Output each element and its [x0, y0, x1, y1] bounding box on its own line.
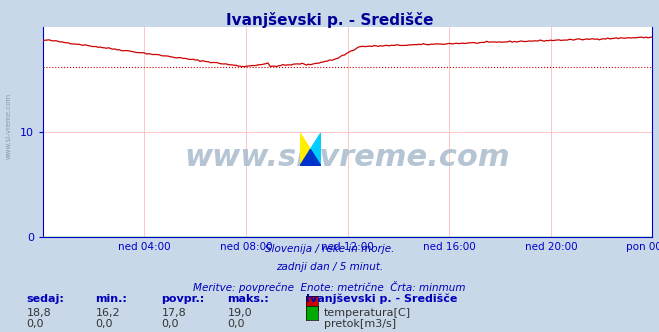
- Text: 0,0: 0,0: [161, 319, 179, 329]
- Polygon shape: [300, 133, 310, 166]
- Text: 17,8: 17,8: [161, 308, 186, 318]
- Text: Ivanjševski p. - Središče: Ivanjševski p. - Središče: [306, 294, 458, 304]
- Text: 18,8: 18,8: [26, 308, 51, 318]
- Text: povpr.:: povpr.:: [161, 294, 205, 304]
- Text: 0,0: 0,0: [26, 319, 44, 329]
- Text: Ivanjševski p. - Središče: Ivanjševski p. - Središče: [226, 12, 433, 28]
- Text: www.si-vreme.com: www.si-vreme.com: [185, 143, 511, 172]
- Text: sedaj:: sedaj:: [26, 294, 64, 304]
- Text: 0,0: 0,0: [96, 319, 113, 329]
- Text: 0,0: 0,0: [227, 319, 245, 329]
- Polygon shape: [300, 149, 321, 166]
- Text: www.si-vreme.com: www.si-vreme.com: [5, 93, 11, 159]
- Text: 19,0: 19,0: [227, 308, 252, 318]
- Text: maks.:: maks.:: [227, 294, 269, 304]
- Text: Meritve: povprečne  Enote: metrične  Črta: minmum: Meritve: povprečne Enote: metrične Črta:…: [193, 281, 466, 292]
- Text: temperatura[C]: temperatura[C]: [324, 308, 411, 318]
- Text: min.:: min.:: [96, 294, 127, 304]
- Text: zadnji dan / 5 minut.: zadnji dan / 5 minut.: [276, 262, 383, 272]
- Text: pretok[m3/s]: pretok[m3/s]: [324, 319, 395, 329]
- Polygon shape: [310, 133, 321, 166]
- Text: Slovenija / reke in morje.: Slovenija / reke in morje.: [265, 244, 394, 254]
- Text: 16,2: 16,2: [96, 308, 120, 318]
